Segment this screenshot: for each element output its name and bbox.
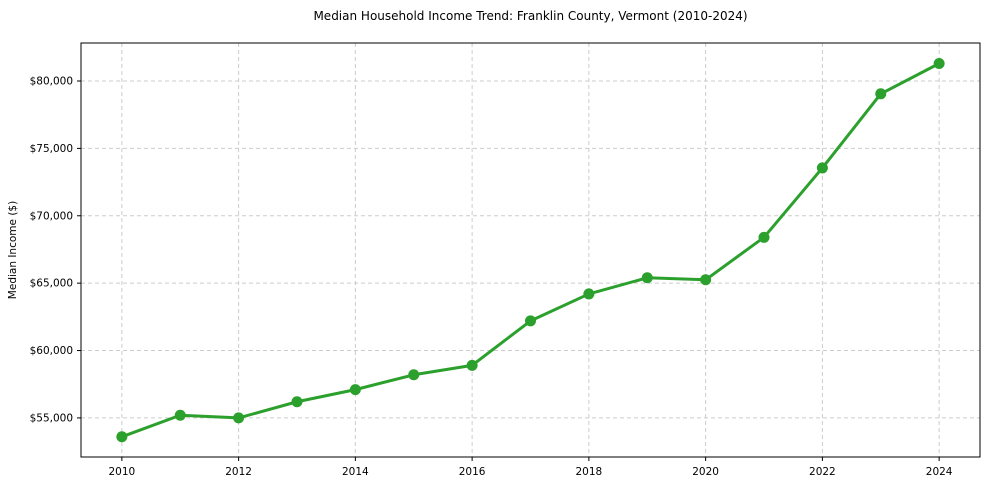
data-point-2010 <box>116 431 128 443</box>
y-tick-label: $80,000 <box>30 76 73 88</box>
trend-line <box>120 61 941 439</box>
data-point-2024 <box>933 57 945 69</box>
data-point-2017 <box>525 315 536 327</box>
data-point-2013 <box>291 396 303 408</box>
x-tick-label: 2014 <box>342 466 369 478</box>
plot-frame <box>80 42 981 458</box>
chart-title: Median Household Income Trend: Franklin … <box>313 9 748 23</box>
x-tick-label: 2016 <box>459 466 486 478</box>
x-tick-label: 2022 <box>809 466 836 478</box>
y-axis-label: Median Income ($) <box>7 201 19 299</box>
y-tick-label: $70,000 <box>30 210 73 222</box>
data-point-2022 <box>816 162 828 174</box>
x-tick-label: 2020 <box>692 466 719 478</box>
data-point-2019 <box>641 272 653 284</box>
data-point-2020 <box>700 274 712 286</box>
y-tick-label: $55,000 <box>30 412 73 424</box>
y-tick-label: $75,000 <box>30 143 73 155</box>
y-tick-label: $60,000 <box>30 345 73 357</box>
data-point-2021 <box>758 231 770 243</box>
data-point-2011 <box>174 409 186 421</box>
x-tick-label: 2012 <box>225 466 252 478</box>
x-tick-label: 2010 <box>108 466 135 478</box>
data-point-2014 <box>349 384 361 396</box>
data-point-2012 <box>233 412 245 424</box>
y-tick-label: $65,000 <box>30 278 73 290</box>
x-tick-label: 2018 <box>576 466 603 478</box>
data-point-2016 <box>466 359 478 371</box>
x-tick-label: 2024 <box>926 466 953 478</box>
data-point-2023 <box>875 88 887 100</box>
data-point-2015 <box>408 369 420 381</box>
data-point-2018 <box>583 288 595 300</box>
